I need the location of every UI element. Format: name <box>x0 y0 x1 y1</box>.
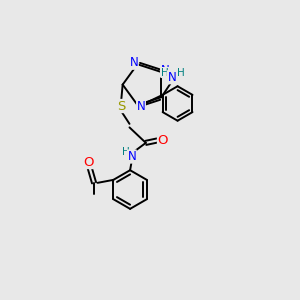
Text: O: O <box>83 155 93 169</box>
Text: N: N <box>128 150 136 163</box>
Text: S: S <box>117 100 125 112</box>
Text: H: H <box>161 68 169 77</box>
Text: N: N <box>167 71 176 84</box>
Text: H: H <box>122 147 130 157</box>
Text: O: O <box>158 134 168 147</box>
Text: N: N <box>160 64 169 77</box>
Text: N: N <box>136 100 146 113</box>
Text: H: H <box>177 68 185 77</box>
Text: N: N <box>130 56 138 69</box>
